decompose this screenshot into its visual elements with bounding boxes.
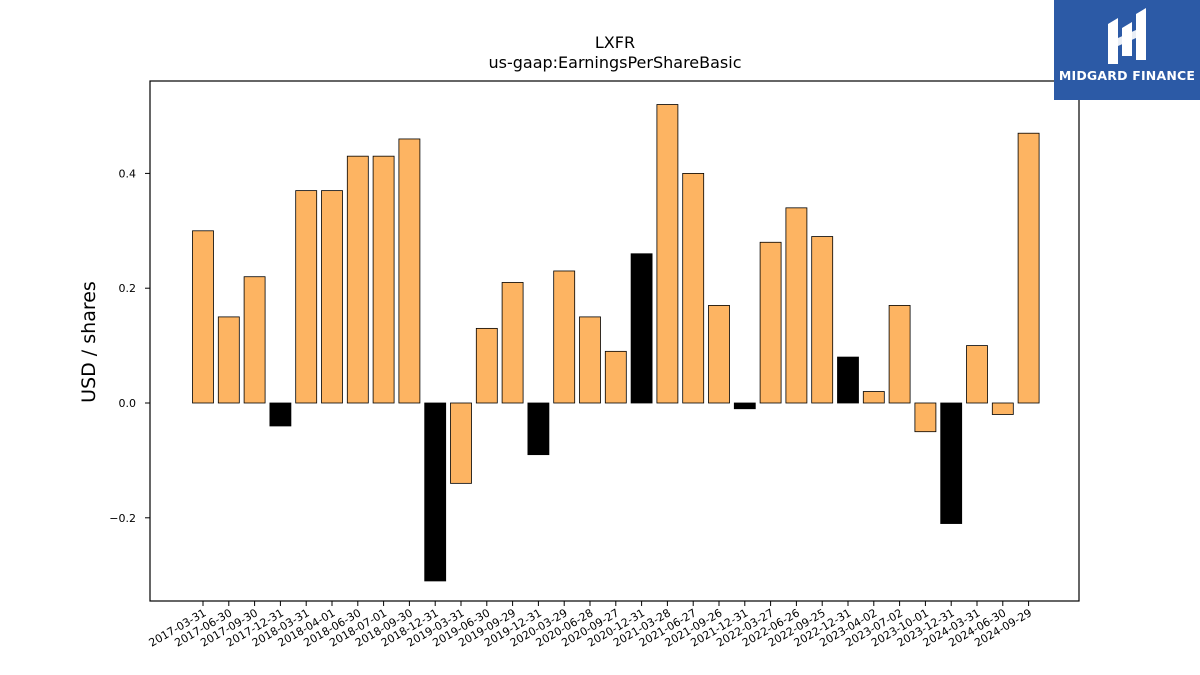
bars-group	[192, 104, 1040, 582]
y-tick-label: 0.4	[119, 167, 137, 180]
y-tick-label: 0.0	[119, 397, 137, 410]
bar-2021-12-31	[733, 402, 756, 410]
bar-2023-12-31	[940, 402, 963, 524]
bar-2021-06-27	[682, 172, 705, 404]
bar-2019-09-29	[501, 282, 524, 404]
bar-2020-12-31	[630, 253, 653, 404]
bar-2019-12-31	[527, 402, 550, 456]
bar-2017-12-31	[269, 402, 292, 427]
y-axis-label: USD / shares	[78, 281, 100, 403]
bar-2024-06-30	[991, 402, 1014, 415]
bar-2019-06-30	[475, 327, 498, 404]
bar-2022-06-26	[785, 207, 808, 404]
brand-logo: MIDGARD FINANCE	[1054, 0, 1200, 100]
midgard-logo-icon	[1108, 8, 1146, 64]
bar-2018-12-31	[424, 402, 447, 582]
bar-2023-10-01	[914, 402, 937, 433]
bar-2019-03-31	[450, 402, 472, 484]
bar-2017-06-30	[217, 316, 240, 404]
bar-2018-03-31	[295, 190, 318, 404]
bar-2023-04-02	[862, 391, 885, 404]
brand-name: MIDGARD FINANCE	[1058, 68, 1196, 83]
bar-2018-09-30	[398, 138, 421, 404]
chart-subtitle: us-gaap:EarningsPerShareBasic	[488, 53, 741, 72]
bar-2022-09-25	[811, 236, 834, 404]
bar-2024-09-29	[1017, 132, 1040, 404]
bar-2021-09-26	[708, 305, 730, 404]
bar-2020-09-27	[604, 350, 627, 404]
bar-2017-09-30	[243, 276, 266, 404]
y-tick-label: 0.2	[119, 282, 137, 295]
chart-title: LXFR	[595, 33, 635, 52]
bar-2022-03-27	[759, 241, 782, 404]
bar-2018-06-30	[346, 155, 369, 404]
bar-2020-06-28	[579, 316, 601, 404]
bar-2022-12-31	[837, 356, 859, 404]
bar-2018-07-01	[372, 155, 395, 404]
bar-2023-07-02	[888, 305, 911, 404]
y-tick-label: −0.2	[109, 512, 136, 525]
bar-2020-03-29	[553, 270, 576, 404]
x-ticks-group: 2017-03-312017-06-302017-09-302017-12-31…	[147, 601, 1034, 650]
bar-2017-03-31	[192, 230, 214, 404]
bar-2018-04-01	[321, 190, 343, 404]
plot-frame	[149, 80, 1080, 602]
bar-2021-03-28	[656, 104, 679, 404]
bar-2024-03-31	[966, 345, 988, 404]
y-ticks-group: −0.2 0.0 0.2 0.4	[109, 167, 150, 525]
